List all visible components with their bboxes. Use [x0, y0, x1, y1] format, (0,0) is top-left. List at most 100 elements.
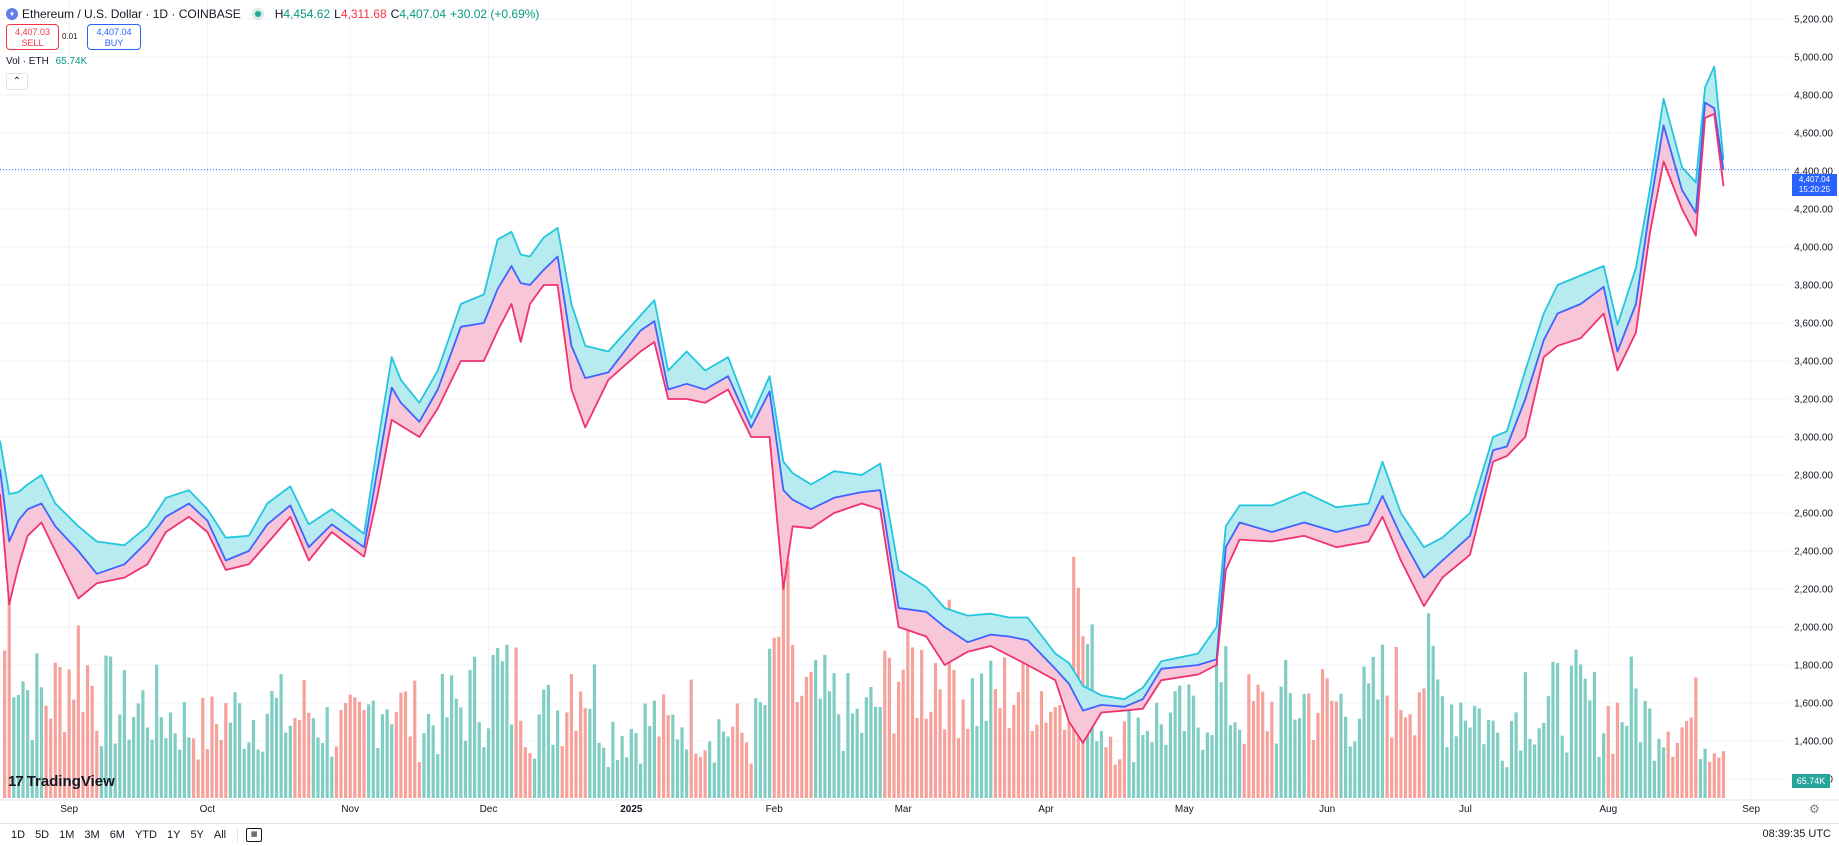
volume-bar-up	[486, 728, 491, 798]
volume-bar-up	[634, 732, 638, 798]
range-1y[interactable]: 1Y	[166, 829, 181, 841]
chart-settings-icon[interactable]: ⚙	[1809, 802, 1820, 816]
tradingview-logo[interactable]: 17 TradingView	[8, 773, 115, 790]
volume-legend[interactable]: Vol · ETH 65.74K	[6, 56, 87, 67]
volume-bar-down	[205, 749, 209, 798]
volume-bar-up	[1542, 722, 1546, 798]
volume-bar-up	[187, 737, 191, 798]
buy-label: BUY	[104, 38, 124, 48]
volume-bar-up	[136, 703, 140, 798]
volume-bar-up	[1279, 686, 1283, 798]
volume-bar-down	[408, 736, 412, 798]
volume-bar-up	[837, 714, 841, 798]
volume-bar-up	[330, 756, 334, 798]
volume-bar-up	[1602, 733, 1606, 798]
volume-bar-up	[532, 758, 537, 798]
collapse-legend-button[interactable]: ⌃	[6, 73, 28, 90]
y-tick-label: 3,400.00	[1794, 357, 1833, 368]
price-axis[interactable]: 1,200.001,400.001,600.001,800.002,000.00…	[1794, 15, 1833, 786]
volume-bar-down	[800, 695, 804, 798]
volume-bar-down	[795, 702, 799, 798]
volume-bar-down	[1021, 626, 1025, 798]
current-price-badge: 4,407.04 15:20:25	[1792, 174, 1837, 196]
volume-bar-up	[1205, 732, 1209, 798]
sell-button[interactable]: 4,407.03 SELL	[6, 24, 59, 50]
volume-bar-up	[1588, 700, 1592, 798]
volume-bar-down	[786, 560, 790, 798]
volume-bar-down	[910, 647, 915, 798]
time-axis[interactable]: Sep Oct Nov Dec 2025 Feb Mar Apr May Jun Jul Aug Sep	[0, 799, 1839, 815]
volume-bar-down	[1417, 692, 1421, 798]
volume-bar-up	[256, 749, 260, 798]
volume-bar-up	[1477, 708, 1481, 798]
price-chart[interactable]: 1,200.001,400.001,600.001,800.002,000.00…	[0, 0, 1839, 823]
volume-bar-up	[422, 732, 426, 798]
range-ytd[interactable]: YTD	[134, 829, 157, 841]
volume-bar-up	[1592, 671, 1597, 798]
current-price-value: 4,407.04	[1798, 175, 1831, 184]
volume-bar-up	[1583, 678, 1587, 798]
volume-bar-down	[883, 650, 887, 798]
volume-bar-up	[173, 733, 177, 798]
volume-bar-up	[1436, 679, 1440, 798]
x-tick-label: Oct	[200, 804, 216, 815]
volume-bar-up	[1565, 752, 1569, 798]
volume-bar-up	[643, 703, 647, 798]
volume-bar-up	[505, 644, 509, 798]
calendar-icon[interactable]: ▦	[246, 828, 263, 842]
buy-button[interactable]: 4,407.04 BUY	[87, 24, 141, 50]
range-6m[interactable]: 6M	[109, 829, 125, 841]
range-1d[interactable]: 1D	[11, 829, 26, 841]
volume-badge: 65.74K	[1792, 774, 1830, 788]
y-tick-label: 5,000.00	[1794, 53, 1833, 64]
volume-bar-up	[979, 673, 984, 798]
volume-bar-up	[104, 655, 108, 798]
volume-bar-up	[555, 710, 560, 798]
range-all[interactable]: All	[213, 829, 227, 841]
volume-bar-down	[224, 702, 228, 798]
y-tick-label: 2,800.00	[1794, 471, 1833, 482]
x-tick-label: Sep	[1742, 804, 1760, 815]
volume-bar-up	[141, 690, 145, 798]
volume-bar-up	[367, 704, 371, 798]
volume-bar-up	[1150, 742, 1154, 798]
volume-bar-up	[1099, 730, 1103, 798]
volume-bar-down	[947, 599, 951, 798]
volume-bar-up	[860, 732, 864, 798]
volume-bar-up	[629, 728, 633, 798]
x-tick-label: Apr	[1038, 804, 1054, 815]
volume-bar-up	[122, 670, 127, 798]
utc-clock[interactable]: 08:39:35 UTC	[1762, 828, 1831, 840]
volume-bar-up	[1293, 719, 1297, 798]
volume-label: Vol · ETH	[6, 56, 49, 67]
volume-bar-up	[108, 656, 113, 798]
range-5y[interactable]: 5Y	[190, 829, 204, 841]
y-tick-label: 4,200.00	[1794, 205, 1833, 216]
volume-bar-up	[376, 748, 380, 798]
volume-bar-up	[311, 718, 315, 798]
market-open-indicator-icon	[254, 11, 261, 17]
volume-bar-up	[1224, 646, 1228, 798]
volume-bar-up	[1196, 727, 1200, 798]
volume-bar-up	[1509, 721, 1514, 798]
volume-bar-up	[1505, 767, 1509, 798]
volume-bar-up	[1648, 708, 1652, 798]
range-1m[interactable]: 1M	[59, 829, 75, 841]
volume-bar-down	[1113, 764, 1117, 798]
volume-bar-down	[62, 732, 67, 798]
volume-bar-up	[1661, 747, 1666, 798]
volume-bar-up	[150, 739, 154, 798]
range-3m[interactable]: 3M	[84, 829, 100, 841]
volume-bar-up	[1191, 695, 1196, 798]
volume-bar-down	[1666, 731, 1670, 798]
volume-bar-down	[1247, 674, 1251, 798]
x-tick-label: Aug	[1599, 804, 1617, 815]
volume-bar-down	[1708, 761, 1712, 798]
x-tick-label: 2025	[620, 804, 643, 815]
volume-bar-up	[767, 648, 772, 798]
volume-bar-up	[463, 740, 468, 798]
volume-bar-down	[353, 697, 357, 798]
symbol-title[interactable]: Ethereum / U.S. Dollar · 1D · COINBASE	[22, 7, 241, 21]
range-5d[interactable]: 5D	[35, 829, 50, 841]
volume-bar-up	[270, 691, 274, 798]
